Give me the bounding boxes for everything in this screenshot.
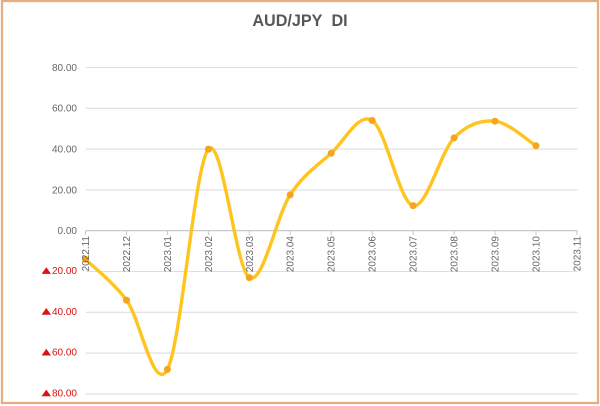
svg-text:2023.10: 2023.10 <box>532 236 543 273</box>
svg-text:2022.11: 2022.11 <box>81 236 92 272</box>
svg-text:40.00: 40.00 <box>52 145 77 156</box>
svg-text:2023.06: 2023.06 <box>368 236 379 273</box>
svg-text:60.00: 60.00 <box>52 104 77 115</box>
svg-text:80.00: 80.00 <box>52 389 77 400</box>
svg-text:2023.09: 2023.09 <box>491 236 502 273</box>
svg-text:40.00: 40.00 <box>52 307 77 318</box>
svg-text:20.00: 20.00 <box>52 266 77 277</box>
svg-text:60.00: 60.00 <box>52 348 77 359</box>
svg-text:2023.03: 2023.03 <box>245 236 256 273</box>
svg-text:2023.07: 2023.07 <box>409 236 420 273</box>
svg-text:0.00: 0.00 <box>58 226 78 237</box>
svg-text:2023.08: 2023.08 <box>450 236 461 273</box>
svg-text:2023.05: 2023.05 <box>327 236 338 273</box>
svg-text:AUD/JPY DI: AUD/JPY DI <box>252 12 347 30</box>
svg-text:2023.02: 2023.02 <box>204 236 215 273</box>
svg-text:80.00: 80.00 <box>52 63 77 74</box>
svg-text:20.00: 20.00 <box>52 185 77 196</box>
svg-text:2023.01: 2023.01 <box>163 236 174 273</box>
svg-text:2023.04: 2023.04 <box>286 236 297 273</box>
svg-text:2023.11: 2023.11 <box>572 236 583 272</box>
svg-text:2022.12: 2022.12 <box>122 236 133 273</box>
